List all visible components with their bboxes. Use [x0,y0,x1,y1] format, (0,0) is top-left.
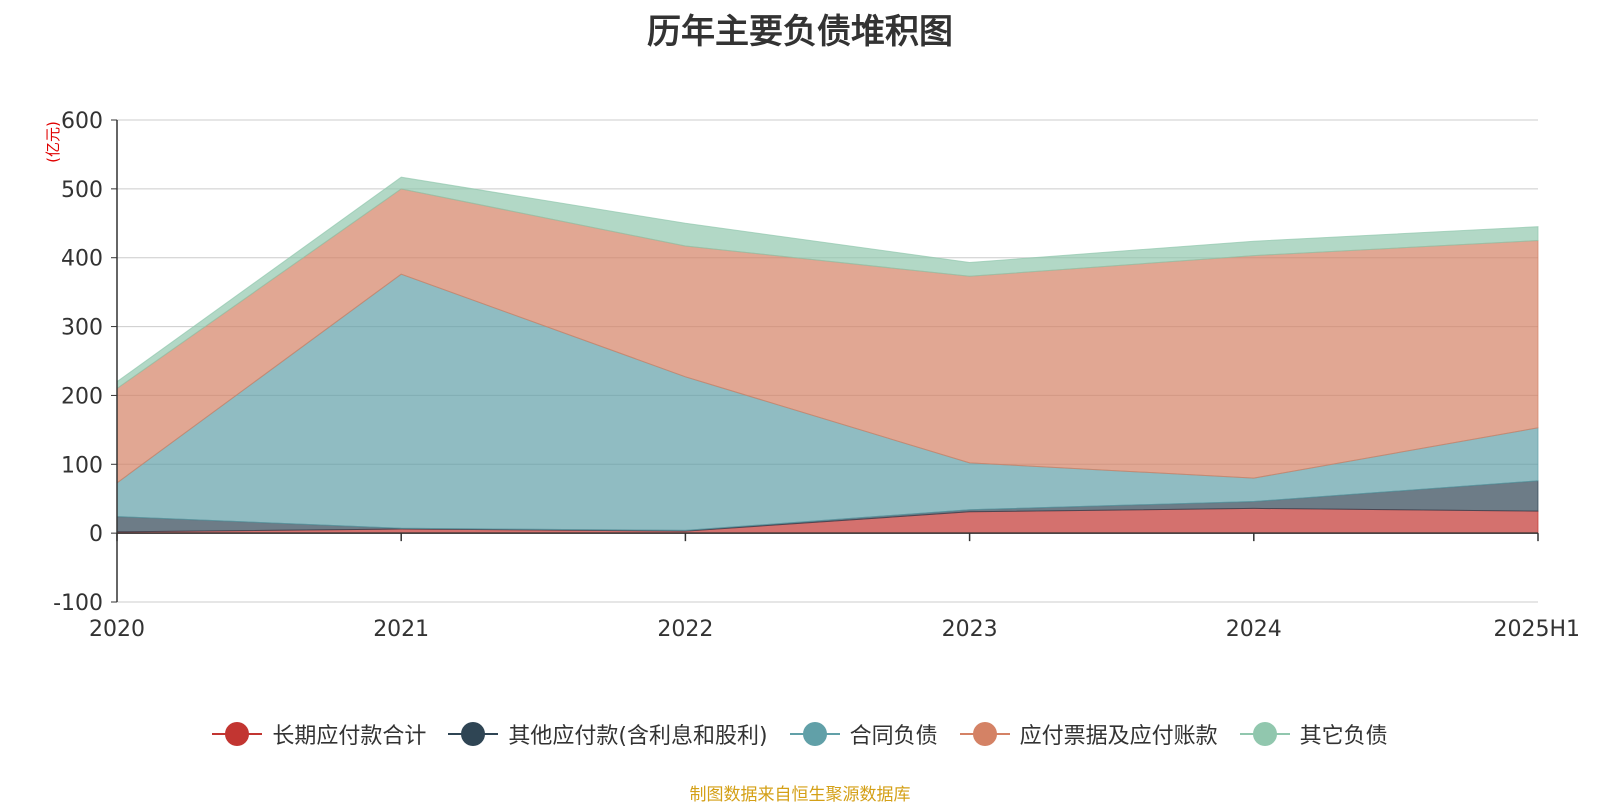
y-axis-unit-label: (亿元) [44,121,62,163]
area-series-5 [116,176,1539,390]
legend-marker-icon [212,721,263,747]
legend-item[interactable]: 应付票据及应付账款 [959,718,1218,750]
x-tick-label: 2025H1 [1493,617,1580,642]
legend-item[interactable]: 长期应付款合计 [212,718,426,750]
y-tick-label: 400 [61,247,103,272]
legend-label: 其他应付款(含利息和股利) [508,724,768,749]
legend-item[interactable]: 其它负债 [1239,718,1388,750]
x-tick-label: 2022 [657,617,713,642]
chart-title: 历年主要负债堆积图 [647,12,953,52]
y-tick-label: -100 [53,591,103,616]
area-series [116,176,1539,534]
x-tick-label: 2020 [89,617,145,642]
stacked-area-chart: -100 0 100 200 300 400 500 600 2020 2021 2022 2023 2… [44,109,1580,642]
legend-marker-icon [1239,721,1290,747]
legend-label: 应付票据及应付账款 [1019,724,1218,749]
y-tick-label: 300 [61,316,103,341]
x-tick-label: 2021 [373,617,429,642]
x-tick-label: 2023 [942,617,998,642]
y-tick-label: 500 [61,178,103,203]
data-source-note: 制图数据来自恒生聚源数据库 [689,785,911,805]
legend-label: 合同负债 [849,724,938,749]
y-tick-label: 600 [61,109,103,134]
axes: -100 0 100 200 300 400 500 600 2020 2021 2022 2023 2… [53,109,1580,642]
legend-marker-icon [789,721,840,747]
y-tick-label: 200 [61,384,103,409]
legend-item[interactable]: 合同负债 [789,718,938,750]
legend-label: 长期应付款合计 [272,724,427,749]
y-tick-label: 0 [89,522,103,547]
legend-marker-icon [448,721,499,747]
legend-item[interactable]: 其他应付款(含利息和股利) [448,718,768,750]
legend-marker-icon [959,721,1010,747]
legend-label: 其它负债 [1299,724,1388,749]
x-tick-label: 2024 [1226,617,1282,642]
y-tick-label: 100 [61,453,103,478]
legend: 长期应付款合计 其他应付款(含利息和股利) 合同负债 应付票据及应付账款 其它负债 [0,718,1600,750]
